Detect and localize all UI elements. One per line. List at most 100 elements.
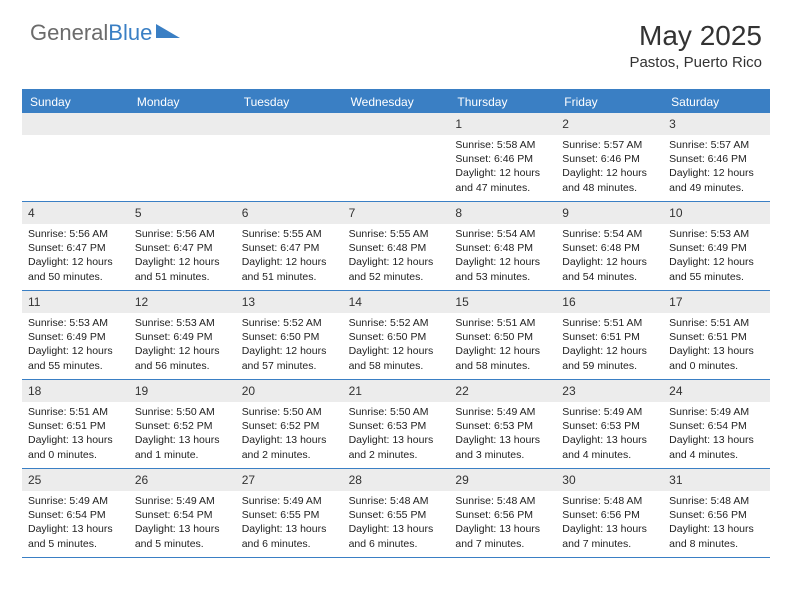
day-number-row: 28	[343, 469, 450, 491]
day-number-row: 26	[129, 469, 236, 491]
day-cell: 5 Sunrise: 5:56 AMSunset: 6:47 PMDaylight…	[129, 202, 236, 290]
day-cell: 18Sunrise: 5:51 AMSunset: 6:51 PMDayligh…	[22, 380, 129, 468]
week-row: 1Sunrise: 5:58 AMSunset: 6:46 PMDaylight…	[22, 113, 770, 202]
day-number: 13	[242, 295, 255, 309]
day-number: 16	[562, 295, 575, 309]
day-number-row: 19	[129, 380, 236, 402]
day-cell: 3 Sunrise: 5:57 AMSunset: 6:46 PMDaylight…	[663, 113, 770, 201]
day-detail: Sunrise: 5:52 AMSunset: 6:50 PMDaylight:…	[349, 316, 444, 373]
day-cell: 29Sunrise: 5:48 AMSunset: 6:56 PMDayligh…	[449, 469, 556, 557]
day-number-row: 20	[236, 380, 343, 402]
day-detail: Sunrise: 5:50 AMSunset: 6:53 PMDaylight:…	[349, 405, 444, 462]
day-cell: 10 Sunrise: 5:53 AMSunset: 6:49 PMDayligh…	[663, 202, 770, 290]
day-cell	[343, 113, 450, 201]
day-detail: Sunrise: 5:50 AMSunset: 6:52 PMDaylight:…	[242, 405, 337, 462]
day-detail: Sunrise: 5:49 AMSunset: 6:53 PMDaylight:…	[455, 405, 550, 462]
day-cell: 19 Sunrise: 5:50 AMSunset: 6:52 PMDayligh…	[129, 380, 236, 468]
day-number: 5	[135, 206, 142, 220]
day-number-row	[129, 113, 236, 135]
day-detail: Sunrise: 5:57 AMSunset: 6:46 PMDaylight:…	[669, 138, 764, 195]
day-detail: Sunrise: 5:53 AMSunset: 6:49 PMDaylight:…	[669, 227, 764, 284]
day-number: 3	[669, 117, 676, 131]
day-detail: Sunrise: 5:54 AMSunset: 6:48 PMDaylight:…	[455, 227, 550, 284]
day-number-row: 11	[22, 291, 129, 313]
day-number: 15	[455, 295, 468, 309]
day-cell: 6Sunrise: 5:55 AMSunset: 6:47 PMDaylight…	[236, 202, 343, 290]
day-cell: 23 Sunrise: 5:49 AMSunset: 6:53 PMDayligh…	[556, 380, 663, 468]
day-number: 14	[349, 295, 362, 309]
day-detail: Sunrise: 5:48 AMSunset: 6:56 PMDaylight:…	[562, 494, 657, 551]
day-number-row: 21	[343, 380, 450, 402]
day-number: 22	[455, 384, 468, 398]
day-detail: Sunrise: 5:48 AMSunset: 6:56 PMDaylight:…	[669, 494, 764, 551]
day-number: 23	[562, 384, 575, 398]
day-detail: Sunrise: 5:53 AMSunset: 6:49 PMDaylight:…	[28, 316, 123, 373]
weekday-header: Thursday	[449, 91, 556, 113]
day-cell: 31 Sunrise: 5:48 AMSunset: 6:56 PMDayligh…	[663, 469, 770, 557]
day-cell: 4 Sunrise: 5:56 AMSunset: 6:47 PMDaylight…	[22, 202, 129, 290]
day-number-row: 30	[556, 469, 663, 491]
day-detail: Sunrise: 5:51 AMSunset: 6:51 PMDaylight:…	[669, 316, 764, 373]
day-number-row: 25	[22, 469, 129, 491]
day-cell: 15Sunrise: 5:51 AMSunset: 6:50 PMDayligh…	[449, 291, 556, 379]
week-row: 25 Sunrise: 5:49 AMSunset: 6:54 PMDayligh…	[22, 469, 770, 558]
day-number	[28, 117, 31, 131]
day-number-row: 6	[236, 202, 343, 224]
day-number-row: 13	[236, 291, 343, 313]
day-cell: 20 Sunrise: 5:50 AMSunset: 6:52 PMDayligh…	[236, 380, 343, 468]
day-cell: 28Sunrise: 5:48 AMSunset: 6:55 PMDayligh…	[343, 469, 450, 557]
day-cell: 30 Sunrise: 5:48 AMSunset: 6:56 PMDayligh…	[556, 469, 663, 557]
day-cell: 24Sunrise: 5:49 AMSunset: 6:54 PMDayligh…	[663, 380, 770, 468]
day-number: 28	[349, 473, 362, 487]
day-number: 7	[349, 206, 356, 220]
day-cell: 12Sunrise: 5:53 AMSunset: 6:49 PMDayligh…	[129, 291, 236, 379]
day-cell: 16Sunrise: 5:51 AMSunset: 6:51 PMDayligh…	[556, 291, 663, 379]
day-number: 27	[242, 473, 255, 487]
day-cell: 7 Sunrise: 5:55 AMSunset: 6:48 PMDaylight…	[343, 202, 450, 290]
day-number-row: 23	[556, 380, 663, 402]
day-number-row: 29	[449, 469, 556, 491]
day-number: 20	[242, 384, 255, 398]
page-title: May 2025	[629, 20, 762, 52]
day-number-row: 2	[556, 113, 663, 135]
day-cell: 2Sunrise: 5:57 AMSunset: 6:46 PMDaylight…	[556, 113, 663, 201]
day-detail: Sunrise: 5:51 AMSunset: 6:51 PMDaylight:…	[28, 405, 123, 462]
day-cell: 11 Sunrise: 5:53 AMSunset: 6:49 PMDayligh…	[22, 291, 129, 379]
day-number-row: 12	[129, 291, 236, 313]
day-number-row: 17	[663, 291, 770, 313]
day-number-row: 27	[236, 469, 343, 491]
day-number: 10	[669, 206, 682, 220]
week-row: 18Sunrise: 5:51 AMSunset: 6:51 PMDayligh…	[22, 380, 770, 469]
day-detail: Sunrise: 5:56 AMSunset: 6:47 PMDaylight:…	[28, 227, 123, 284]
day-detail: Sunrise: 5:49 AMSunset: 6:55 PMDaylight:…	[242, 494, 337, 551]
day-number: 26	[135, 473, 148, 487]
day-detail: Sunrise: 5:52 AMSunset: 6:50 PMDaylight:…	[242, 316, 337, 373]
day-number-row: 31	[663, 469, 770, 491]
day-detail: Sunrise: 5:55 AMSunset: 6:48 PMDaylight:…	[349, 227, 444, 284]
weekday-header: Sunday	[22, 91, 129, 113]
day-detail: Sunrise: 5:50 AMSunset: 6:52 PMDaylight:…	[135, 405, 230, 462]
day-detail: Sunrise: 5:49 AMSunset: 6:53 PMDaylight:…	[562, 405, 657, 462]
day-cell: 17 Sunrise: 5:51 AMSunset: 6:51 PMDayligh…	[663, 291, 770, 379]
day-detail: Sunrise: 5:56 AMSunset: 6:47 PMDaylight:…	[135, 227, 230, 284]
day-cell: 22 Sunrise: 5:49 AMSunset: 6:53 PMDayligh…	[449, 380, 556, 468]
day-number-row	[236, 113, 343, 135]
weekday-header-row: SundayMondayTuesdayWednesdayThursdayFrid…	[22, 91, 770, 113]
day-number-row: 5	[129, 202, 236, 224]
day-detail: Sunrise: 5:49 AMSunset: 6:54 PMDaylight:…	[135, 494, 230, 551]
day-number: 8	[455, 206, 462, 220]
day-number-row: 1	[449, 113, 556, 135]
day-number-row: 16	[556, 291, 663, 313]
day-number-row	[343, 113, 450, 135]
day-cell: 25Sunrise: 5:49 AMSunset: 6:54 PMDayligh…	[22, 469, 129, 557]
brand-part2: Blue	[108, 20, 152, 46]
weekday-header: Saturday	[663, 91, 770, 113]
header: General Blue May 2025 Pastos, Puerto Ric…	[0, 0, 792, 81]
day-number-row: 9	[556, 202, 663, 224]
location-subtitle: Pastos, Puerto Rico	[629, 54, 762, 71]
weekday-header: Wednesday	[343, 91, 450, 113]
day-cell: 27 Sunrise: 5:49 AMSunset: 6:55 PMDayligh…	[236, 469, 343, 557]
day-number: 17	[669, 295, 682, 309]
day-number-row: 4	[22, 202, 129, 224]
day-number-row: 10	[663, 202, 770, 224]
